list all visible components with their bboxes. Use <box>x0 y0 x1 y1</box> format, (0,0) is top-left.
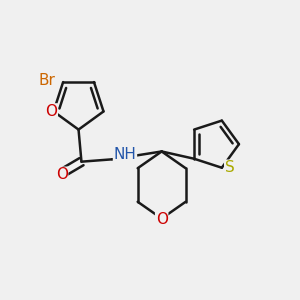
Text: O: O <box>45 104 57 119</box>
Text: Br: Br <box>38 73 55 88</box>
Text: O: O <box>156 212 168 227</box>
Text: NH: NH <box>113 147 136 162</box>
Text: S: S <box>225 160 235 175</box>
Text: O: O <box>56 167 68 182</box>
